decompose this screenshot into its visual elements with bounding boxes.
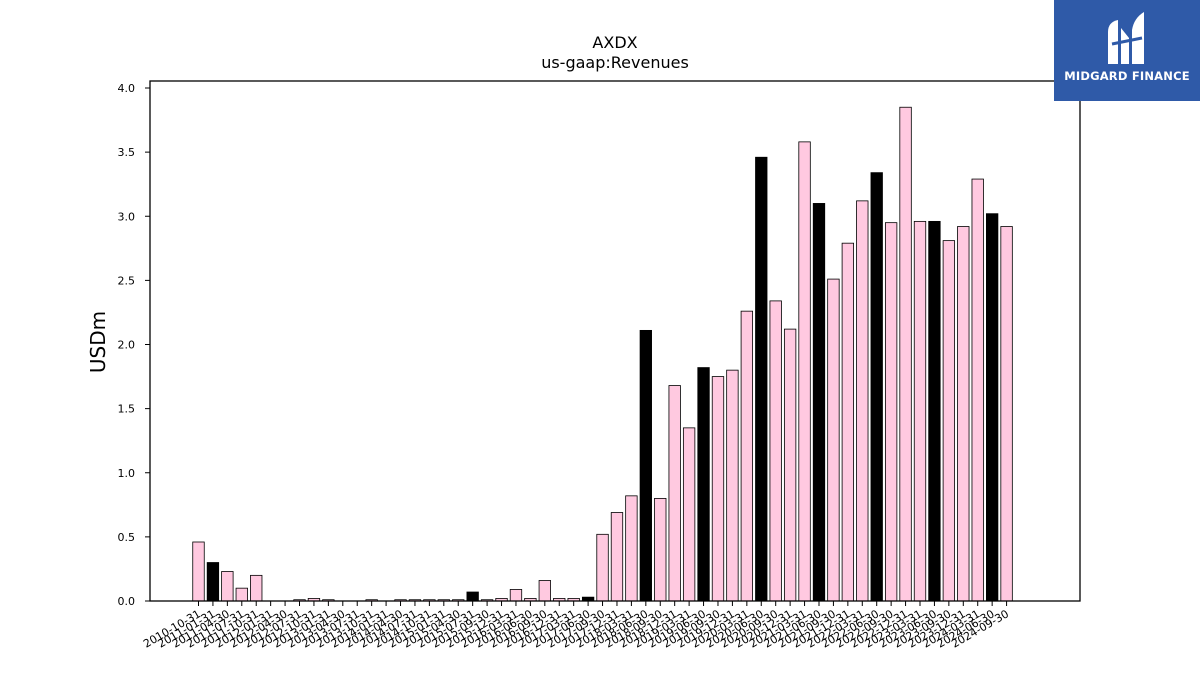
bar-2011-07-31: [235, 587, 248, 602]
bar-2011-01-31: [206, 562, 220, 602]
bar-2024-06-30: [986, 213, 999, 602]
bar-2019-03-31: [682, 427, 696, 602]
bar-2020-03-31: [740, 310, 753, 602]
bar-2010-10-31: [192, 541, 205, 602]
logo-text: MIDGARD FINANCE: [1064, 69, 1190, 83]
bar-2023-12-31: [957, 226, 970, 602]
bar-2019-09-30: [711, 376, 725, 602]
y-tick-label: 1.0: [118, 467, 136, 480]
bar-2023-03-31: [913, 220, 927, 602]
x-axis: 2010-10-312011-01-312011-04-302011-07-31…: [141, 601, 1011, 651]
bar-2021-03-31: [798, 141, 811, 602]
bar-2016-03-31: [509, 589, 523, 602]
chart-subtitle: us-gaap:Revenues: [541, 53, 689, 72]
bar-2020-09-30: [769, 300, 782, 602]
bar-2018-03-31: [625, 495, 638, 602]
plot-frame: [149, 80, 1081, 602]
bar-2021-06-30: [812, 203, 826, 602]
bar-2016-09-30: [538, 580, 551, 602]
bar-2020-12-31: [783, 328, 797, 602]
chart-title: AXDX: [592, 33, 637, 52]
bar-2024-03-31: [971, 178, 984, 602]
y-tick-label: 2.0: [118, 339, 136, 352]
y-axis-label: USDm: [86, 311, 110, 373]
y-tick-label: 0.5: [118, 531, 136, 544]
y-tick-label: 3.5: [118, 146, 136, 159]
y-tick-label: 1.5: [118, 403, 136, 416]
bar-2021-12-31: [841, 242, 854, 602]
bar-2019-06-30: [697, 367, 710, 602]
bar-2017-09-30: [596, 533, 609, 602]
y-axis: 0.0 0.5 1.0 1.5 2.0 2.5 3.0 3.5 4.0: [118, 82, 150, 608]
bar-2019-12-31: [726, 369, 739, 602]
midgard-finance-logo: MIDGARD FINANCE: [1054, 0, 1200, 101]
bar-2018-09-30: [654, 497, 667, 602]
bar-2022-06-30: [870, 172, 883, 602]
bar-2023-06-30: [928, 220, 941, 602]
bar-2011-10-31: [250, 574, 263, 602]
y-tick-label: 0.0: [118, 595, 136, 608]
bars: [192, 106, 1013, 602]
bar-2022-03-31: [856, 200, 869, 602]
bar-2023-09-30: [942, 240, 956, 602]
y-tick-label: 4.0: [118, 82, 136, 95]
bar-2011-04-30: [221, 571, 234, 602]
bar-2018-06-30: [639, 329, 652, 602]
y-tick-label: 3.0: [118, 210, 136, 223]
bar-2024-09-30: [1000, 226, 1013, 602]
bar-2020-06-30: [755, 156, 768, 602]
bar-2017-12-31: [610, 512, 624, 602]
bar-2022-12-31: [899, 106, 912, 602]
bar-2015-07-31: [466, 591, 479, 602]
bar-2021-09-30: [827, 278, 840, 602]
bar-2018-12-31: [668, 385, 681, 602]
y-tick-label: 2.5: [118, 274, 136, 287]
bar-2022-09-30: [884, 222, 898, 602]
midgard-logo-icon: [1108, 12, 1144, 64]
